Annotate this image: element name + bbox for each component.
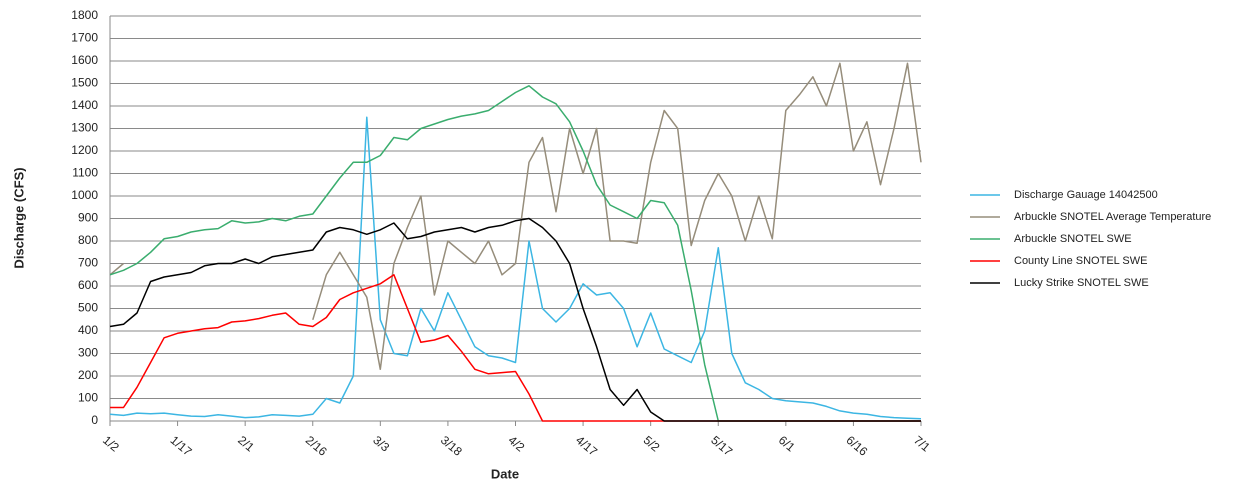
y-tick-label: 1700	[71, 31, 98, 45]
x-tick-label: 7/1	[911, 433, 933, 455]
y-tick-label: 200	[78, 368, 98, 382]
legend-label: County Line SNOTEL SWE	[1014, 255, 1147, 267]
legend-label: Arbuckle SNOTEL SWE	[1014, 233, 1132, 245]
y-tick-label: 1100	[72, 166, 98, 180]
series-line	[109, 85, 921, 422]
legend-label: Lucky Strike SNOTEL SWE	[1014, 277, 1149, 289]
x-tick-label: 2/1	[235, 433, 257, 455]
y-tick-label: 100	[78, 391, 98, 405]
series-line	[109, 62, 922, 371]
series-line	[110, 274, 921, 422]
x-tick-label: 6/16	[843, 433, 870, 459]
series-line	[109, 217, 921, 422]
y-tick-label: 600	[78, 278, 98, 292]
y-tick-label: 1400	[71, 98, 98, 112]
y-tick-label: 1000	[71, 188, 98, 202]
y-tick-label: 1800	[71, 8, 98, 22]
y-tick-label: 1300	[71, 121, 98, 135]
y-axis-title: Discharge (CFS)	[11, 167, 26, 268]
x-tick-label: 6/1	[776, 433, 798, 455]
x-tick-label: 4/17	[573, 433, 600, 459]
y-tick-label: 700	[78, 256, 98, 270]
x-tick-label: 3/3	[370, 433, 392, 455]
y-tick-label: 1500	[71, 76, 98, 90]
y-tick-label: 400	[78, 323, 98, 337]
legend-label: Arbuckle SNOTEL Average Temperature	[1014, 211, 1211, 223]
x-tick-label: 1/2	[100, 433, 122, 455]
y-tick-label: 1200	[71, 143, 98, 157]
x-tick-label: 2/16	[303, 433, 330, 459]
y-tick-label: 300	[78, 346, 98, 360]
legend-label: Discharge Gauage 14042500	[1014, 189, 1158, 201]
y-tick-label: 1600	[71, 53, 98, 67]
y-tick-label: 800	[78, 233, 98, 247]
series-line	[109, 116, 922, 420]
x-tick-label: 1/17	[168, 433, 195, 459]
x-axis-title: Date	[491, 466, 519, 481]
y-tick-label: 500	[78, 301, 98, 315]
y-tick-label: 900	[78, 211, 98, 225]
x-tick-label: 3/18	[438, 433, 465, 459]
x-tick-label: 4/2	[506, 433, 528, 455]
x-tick-label: 5/2	[641, 433, 663, 455]
x-tick-label: 5/17	[708, 433, 735, 459]
y-tick-label: 0	[91, 413, 98, 427]
